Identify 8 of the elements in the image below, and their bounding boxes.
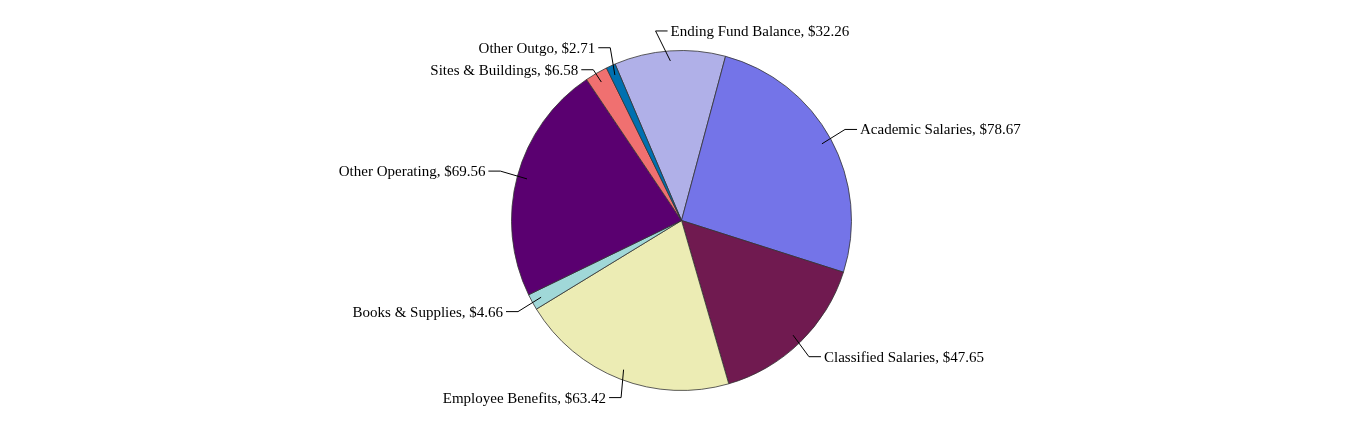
slice-label: Ending Fund Balance, $32.26 xyxy=(670,22,850,39)
slice-label: Books & Supplies, $4.66 xyxy=(352,303,504,320)
slice-label: Academic Salaries, $78.67 xyxy=(860,121,1022,138)
slice-label: Classified Salaries, $47.65 xyxy=(823,348,984,365)
slice-label: Employee Benefits, $63.42 xyxy=(442,389,607,406)
slice-label: Other Operating, $69.56 xyxy=(338,163,486,180)
slice-label: Sites & Buildings, $6.58 xyxy=(430,61,579,78)
slice-label: Other Outgo, $2.71 xyxy=(478,39,596,56)
